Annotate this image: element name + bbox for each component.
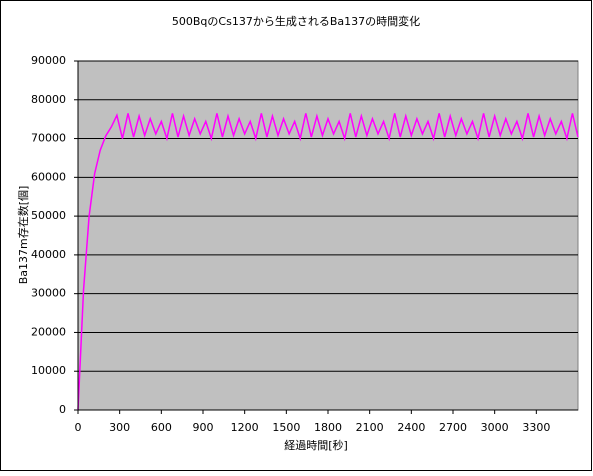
x-axis-label: 経過時間[秒] xyxy=(284,438,348,452)
y-tick-label: 40000 xyxy=(31,248,66,261)
plot-area xyxy=(77,60,579,411)
x-tick-label: 3000 xyxy=(481,421,509,434)
x-tick-label: 1500 xyxy=(272,421,300,434)
y-tick-label: 20000 xyxy=(31,325,66,338)
y-axis-label: Ba137m存在数[個] xyxy=(16,186,30,285)
x-tick-label: 0 xyxy=(75,421,82,434)
x-tick-label: 300 xyxy=(109,421,130,434)
x-tick-label: 2100 xyxy=(356,421,384,434)
y-tick-label: 60000 xyxy=(31,170,66,183)
x-tick-label: 900 xyxy=(193,421,214,434)
x-tick-label: 1800 xyxy=(314,421,342,434)
y-tick-label: 70000 xyxy=(31,132,66,145)
y-tick-label: 50000 xyxy=(31,209,66,222)
data-line xyxy=(77,113,579,411)
x-tick-label: 3300 xyxy=(522,421,550,434)
chart-title: 500BqのCs137から生成されるBa137の時間変化 xyxy=(172,14,420,28)
x-tick-label: 600 xyxy=(151,421,172,434)
y-tick-label: 30000 xyxy=(31,287,66,300)
x-tick-label: 1200 xyxy=(231,421,259,434)
y-tick-label: 10000 xyxy=(31,364,66,377)
x-tick-label: 2400 xyxy=(397,421,425,434)
y-tick-label: 90000 xyxy=(31,54,66,67)
y-tick-label: 80000 xyxy=(31,93,66,106)
x-tick-label: 2700 xyxy=(439,421,467,434)
y-tick-label: 0 xyxy=(59,403,66,416)
